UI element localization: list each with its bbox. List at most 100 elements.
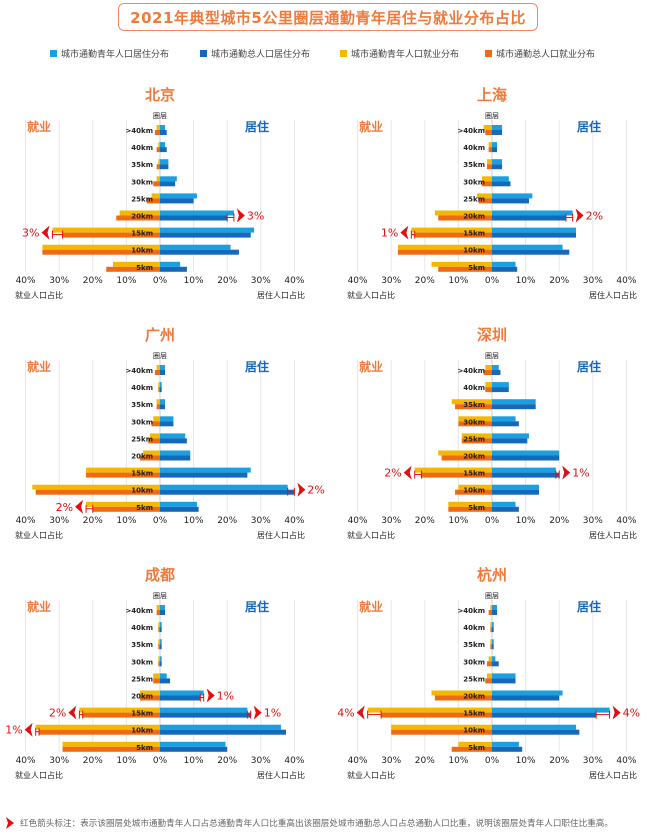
bar-total-residence <box>160 455 191 461</box>
bar-total-residence <box>160 130 167 135</box>
ring-label: 10km <box>463 727 485 735</box>
bar-total-employment <box>421 472 492 478</box>
bar-youth-employment <box>158 656 160 662</box>
bar-total-employment <box>391 729 492 735</box>
bar-youth-employment <box>156 365 160 370</box>
ring-label: 30km <box>131 178 153 186</box>
bar-youth-employment <box>434 210 492 216</box>
bar-total-employment <box>438 266 492 272</box>
bar-total-residence <box>160 147 167 153</box>
annotation-residence: 2% <box>565 208 603 223</box>
bar-total-residence <box>160 387 162 393</box>
bar-youth-residence <box>160 450 191 456</box>
tick-label: 30% <box>583 276 603 286</box>
tick-label: 10% <box>184 756 204 766</box>
legend-swatch <box>340 50 347 57</box>
annotation-label: 2% <box>586 210 603 223</box>
bar-total-employment <box>458 421 492 427</box>
city-title: 成都 <box>145 566 175 584</box>
annotation-employment: 2% <box>56 499 94 514</box>
annotation-label: 1% <box>264 707 281 720</box>
bar-total-employment <box>434 695 492 701</box>
ring-label: 20km <box>463 453 485 461</box>
legend-label: 城市通勤青年人口居住分布 <box>61 50 170 60</box>
ring-header: 圈层 <box>485 112 499 120</box>
bar-total-employment <box>486 661 492 667</box>
annotation-employment: 2% <box>384 465 422 480</box>
employment-label: 就业 <box>27 119 51 134</box>
tick-label: 20% <box>83 276 103 286</box>
bar-total-employment <box>490 627 492 633</box>
annotation-residence: 2% <box>287 482 325 497</box>
ring-label: 25km <box>463 195 485 203</box>
bar-youth-residence <box>492 605 498 610</box>
annotation-label: 2% <box>56 501 73 514</box>
residence-axis-title: 居住人口占比 <box>257 770 305 780</box>
bar-youth-residence <box>160 365 166 370</box>
bar-total-residence <box>160 404 166 410</box>
red-arrow-icon <box>297 482 306 497</box>
tick-label: 40% <box>284 276 304 286</box>
tick-label: 0% <box>485 756 500 766</box>
ring-label: >40km <box>125 367 153 375</box>
ring-label: 20km <box>463 693 485 701</box>
annotation-label: 1% <box>5 724 22 737</box>
bar-youth-residence <box>160 433 186 439</box>
bar-youth-employment <box>486 673 492 679</box>
bar-total-employment <box>86 472 160 478</box>
ring-label: 15km <box>463 230 485 238</box>
bar-total-employment <box>451 746 492 752</box>
tick-label: 40% <box>616 756 636 766</box>
bar-youth-residence <box>492 724 576 730</box>
tick-label: 20% <box>83 756 103 766</box>
ring-label: 35km <box>463 641 485 649</box>
legend-swatch <box>50 50 57 57</box>
bar-youth-employment <box>458 484 492 490</box>
bar-youth-residence <box>160 673 167 679</box>
bar-total-employment <box>156 404 160 410</box>
bar-total-employment <box>490 644 492 650</box>
bar-total-residence <box>492 181 511 187</box>
tick-label: 0% <box>153 516 168 526</box>
bar-total-residence <box>492 421 519 427</box>
bar-total-employment <box>156 610 160 615</box>
tick-label: 10% <box>184 516 204 526</box>
bar-total-employment <box>62 746 161 752</box>
tick-label: 30% <box>49 276 69 286</box>
residence-label: 居住 <box>245 119 269 134</box>
annotation-label: 1% <box>572 467 589 480</box>
residence-label: 居住 <box>245 359 269 374</box>
bar-total-employment <box>486 164 492 170</box>
page-title-text: 2021年典型城市5公里圈层通勤青年居住与就业分布占比 <box>130 8 526 27</box>
employment-axis-title: 就业人口占比 <box>347 770 395 780</box>
employment-axis-title: 就业人口占比 <box>347 530 395 540</box>
tick-label: 30% <box>251 276 271 286</box>
red-arrow-icon <box>75 499 84 514</box>
red-arrow-icon <box>403 465 412 480</box>
ring-label: 5km <box>136 504 153 512</box>
bar-youth-employment <box>397 244 492 250</box>
bar-youth-residence <box>160 605 166 610</box>
ring-label: 20km <box>131 213 153 221</box>
bar-youth-employment <box>119 210 160 216</box>
tick-label: 40% <box>616 276 636 286</box>
bar-youth-residence <box>492 741 519 747</box>
ring-label: 15km <box>131 710 153 718</box>
bar-youth-employment <box>458 741 492 747</box>
bar-youth-employment <box>158 639 160 645</box>
bar-total-employment <box>116 215 160 221</box>
employment-axis-title: 就业人口占比 <box>15 770 63 780</box>
bar-youth-employment <box>158 622 160 628</box>
bar-youth-employment <box>367 707 492 713</box>
ring-label: 5km <box>468 744 485 752</box>
annotation-employment: 1% <box>5 722 40 737</box>
tick-label: 0% <box>485 516 500 526</box>
ring-label: 40km <box>463 384 485 392</box>
bar-youth-residence <box>492 416 516 422</box>
tick-label: 30% <box>49 516 69 526</box>
bar-youth-residence <box>160 501 197 507</box>
bar-total-residence <box>492 729 580 735</box>
